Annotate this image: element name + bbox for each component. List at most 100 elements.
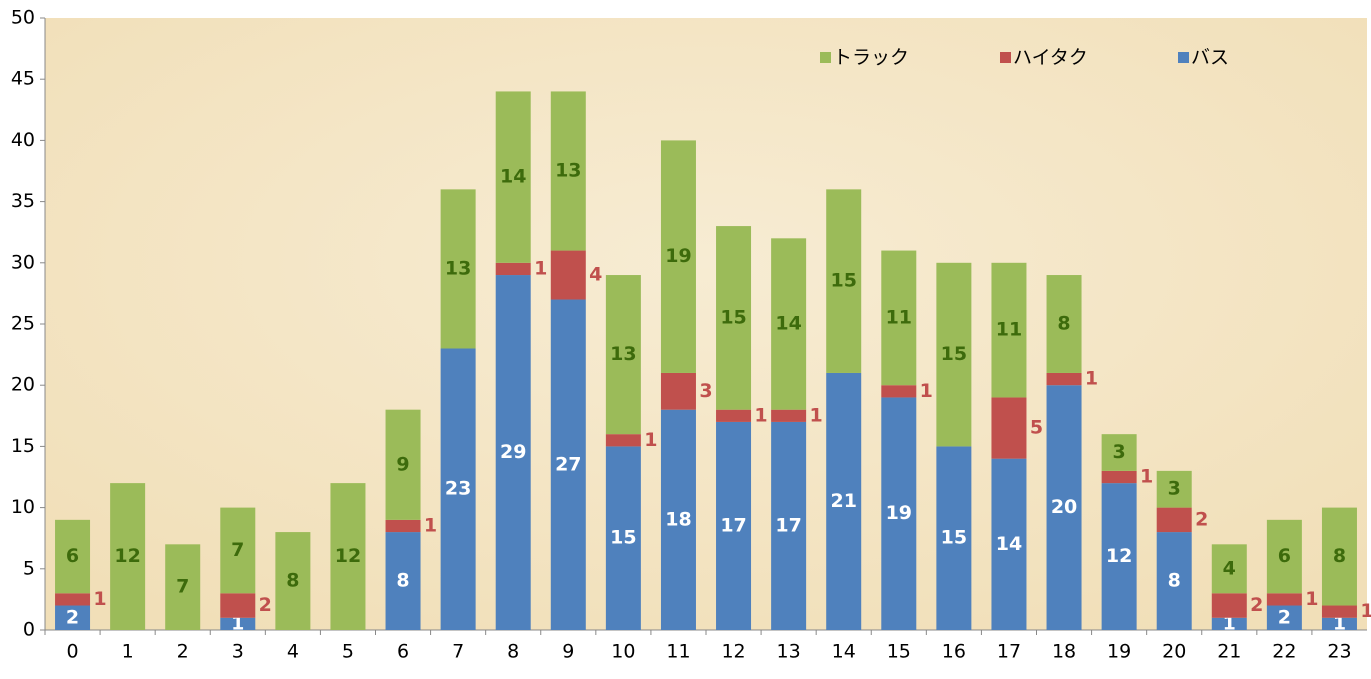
data-label: 4 xyxy=(1223,557,1236,579)
data-label: 17 xyxy=(775,514,801,536)
x-tick-label: 7 xyxy=(452,641,464,663)
x-tick-label: 6 xyxy=(397,641,409,663)
data-label: 1 xyxy=(920,380,933,402)
data-label: 6 xyxy=(66,545,79,567)
x-tick-label: 22 xyxy=(1272,641,1296,663)
data-label: 9 xyxy=(396,453,409,475)
bar-segment xyxy=(1321,617,1357,630)
y-tick-label: 25 xyxy=(11,313,35,335)
x-tick-label: 9 xyxy=(562,641,574,663)
data-label: 2 xyxy=(1250,594,1263,616)
data-label: 1 xyxy=(1333,612,1346,634)
bar-segment xyxy=(1101,483,1137,630)
data-label: 23 xyxy=(445,478,471,500)
x-tick-label: 18 xyxy=(1052,641,1076,663)
bar-segment xyxy=(660,409,696,630)
data-label: 1 xyxy=(534,257,547,279)
x-tick-label: 2 xyxy=(177,641,189,663)
bar-segment xyxy=(440,189,476,349)
bar-segment xyxy=(495,262,531,276)
data-label: 3 xyxy=(1168,478,1181,500)
y-tick-label: 10 xyxy=(11,496,35,518)
data-label: 3 xyxy=(1113,441,1126,463)
bar-segment xyxy=(1046,275,1082,373)
x-tick-label: 4 xyxy=(287,641,299,663)
bar-segment xyxy=(1266,605,1302,630)
data-label: 27 xyxy=(555,453,581,475)
bar-segment xyxy=(605,275,641,435)
data-label: 7 xyxy=(176,576,189,598)
data-label: 1 xyxy=(231,612,244,634)
legend-swatch xyxy=(1178,52,1189,63)
bar-segment xyxy=(1101,470,1137,484)
data-label: 8 xyxy=(1057,313,1070,335)
bar-segment xyxy=(716,421,752,630)
bar-segment xyxy=(1156,532,1192,630)
bar-segment xyxy=(881,397,917,630)
data-label: 11 xyxy=(996,319,1022,341)
bar-segment xyxy=(936,446,972,630)
bar-segment xyxy=(881,250,917,386)
plot-background xyxy=(45,18,1367,630)
data-label: 12 xyxy=(1106,545,1132,567)
legend-swatch xyxy=(820,52,831,63)
bar-segment xyxy=(1046,385,1082,630)
data-label: 6 xyxy=(1278,545,1291,567)
bar-segment xyxy=(991,262,1027,398)
bar-segment xyxy=(716,226,752,410)
x-tick-label: 10 xyxy=(611,641,635,663)
bar-segment xyxy=(936,262,972,447)
data-label: 1 xyxy=(644,429,657,451)
x-tick-label: 5 xyxy=(342,641,354,663)
data-label: 11 xyxy=(886,306,912,328)
bar-segment xyxy=(826,372,862,630)
x-tick-label: 17 xyxy=(997,641,1021,663)
data-label: 17 xyxy=(720,514,746,536)
data-label: 13 xyxy=(610,343,636,365)
y-tick-label: 15 xyxy=(11,435,35,457)
bar-segment xyxy=(110,483,146,630)
data-label: 7 xyxy=(231,539,244,561)
x-tick-label: 11 xyxy=(666,641,690,663)
x-tick-label: 8 xyxy=(507,641,519,663)
data-label: 12 xyxy=(335,545,361,567)
bar-segment xyxy=(716,409,752,422)
y-tick-label: 35 xyxy=(11,190,35,212)
bar-segment xyxy=(660,140,696,373)
bar-segment xyxy=(220,593,256,618)
bar-segment xyxy=(660,372,696,410)
data-label: 15 xyxy=(941,343,967,365)
bar-segment xyxy=(550,250,586,300)
bar-segment xyxy=(165,544,201,630)
data-label: 4 xyxy=(589,264,602,286)
y-tick-label: 50 xyxy=(11,7,35,29)
bar-segment xyxy=(771,238,807,410)
x-tick-label: 13 xyxy=(777,641,801,663)
data-label: 13 xyxy=(445,257,471,279)
bar-segment xyxy=(1211,617,1247,630)
data-label: 29 xyxy=(500,441,526,463)
x-tick-label: 12 xyxy=(721,641,745,663)
data-label: 8 xyxy=(396,570,409,592)
bar-segment xyxy=(330,483,366,630)
bar-segment xyxy=(991,397,1027,459)
data-label: 20 xyxy=(1051,496,1077,518)
bar-segment xyxy=(550,91,586,251)
bar-segment xyxy=(495,275,531,630)
data-label: 1 xyxy=(1085,368,1098,390)
y-tick-label: 5 xyxy=(23,557,35,579)
data-label: 1 xyxy=(424,514,437,536)
x-tick-label: 1 xyxy=(122,641,134,663)
data-label: 15 xyxy=(720,306,746,328)
bar-segment xyxy=(220,507,256,594)
bar-segment xyxy=(881,385,917,398)
bar-segment xyxy=(550,299,586,630)
data-label: 14 xyxy=(500,166,526,188)
data-label: 1 xyxy=(754,404,767,426)
data-label: 1 xyxy=(1305,588,1318,610)
x-tick-label: 3 xyxy=(232,641,244,663)
data-label: 15 xyxy=(610,527,636,549)
bar-segment xyxy=(385,532,421,630)
bar-segment xyxy=(1266,519,1302,594)
data-label: 13 xyxy=(555,160,581,182)
